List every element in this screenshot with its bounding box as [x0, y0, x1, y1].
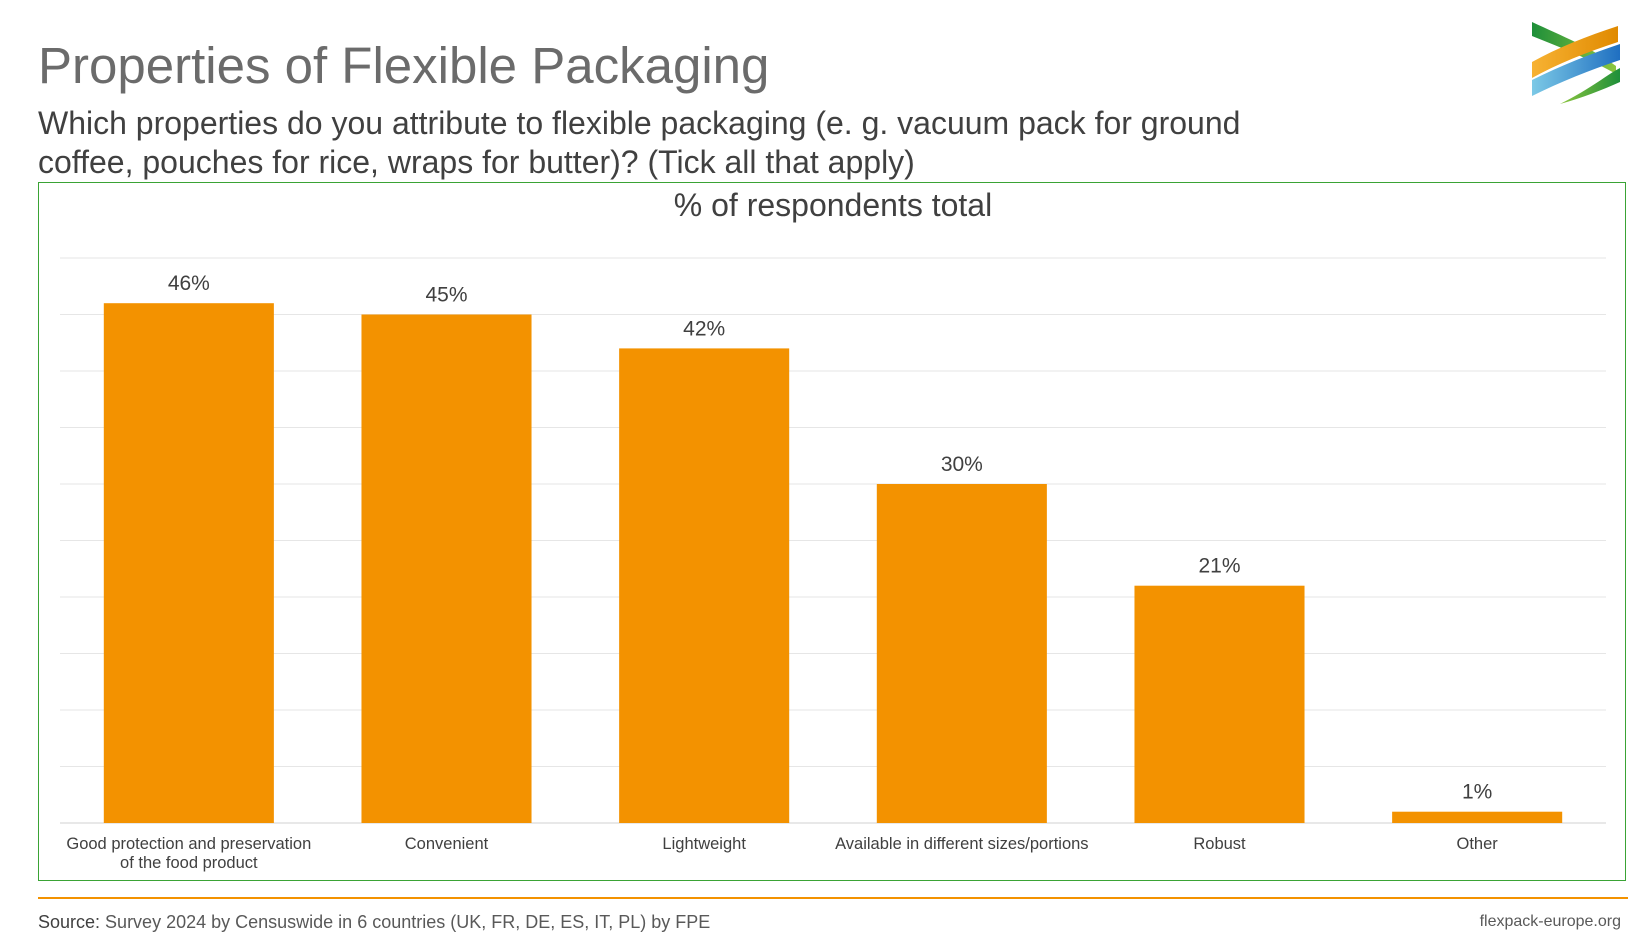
category-label: Lightweight	[662, 835, 746, 853]
source-text: Survey 2024 by Censuswide in 6 countries…	[100, 912, 711, 932]
category-label: of the food product	[120, 854, 258, 872]
flexpack-europe-logo	[1532, 22, 1620, 104]
website-link[interactable]: flexpack-europe.org	[1479, 913, 1621, 930]
bar-chart: % of respondents total 46% Good protectio…	[60, 187, 1606, 872]
bar	[103, 303, 274, 823]
data-label: 42%	[683, 317, 725, 340]
category-label: Good protection and preservation	[66, 835, 311, 853]
bar	[361, 314, 532, 823]
page-title: Properties of Flexible Packaging	[38, 37, 770, 94]
bar	[1392, 811, 1563, 823]
data-label: 45%	[425, 284, 467, 307]
category-label: Robust	[1193, 835, 1246, 853]
category-label: Convenient	[405, 835, 489, 853]
bar	[619, 348, 790, 823]
source-note: Source: Survey 2024 by Censuswide in 6 c…	[38, 912, 710, 933]
data-label: 21%	[1198, 555, 1240, 578]
bar	[876, 484, 1047, 823]
category-label: Other	[1457, 835, 1499, 853]
bar	[1134, 585, 1305, 823]
data-label: 46%	[168, 272, 210, 295]
page-subtitle: Which properties do you attribute to fle…	[38, 105, 1241, 180]
footer-rule	[38, 897, 1628, 899]
source-label: Source:	[38, 912, 101, 932]
chart-frame: % of respondents total 46% Good protectio…	[38, 182, 1626, 881]
data-label: 1%	[1462, 781, 1492, 804]
category-label: Available in different sizes/portions	[835, 835, 1088, 853]
chart-title: % of respondents total	[674, 187, 992, 223]
data-label: 30%	[941, 453, 983, 476]
